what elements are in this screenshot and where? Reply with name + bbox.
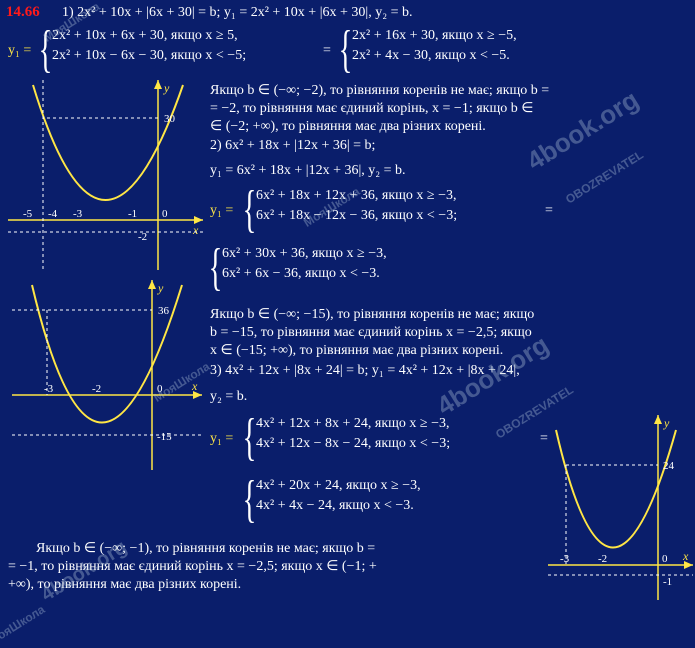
p1-brace2-r2: 2x² + 4x − 30, якщо x < −5.: [352, 48, 517, 64]
p3-brace2-r1: 4x² + 20x + 24, якщо x ≥ −3,: [256, 478, 421, 494]
svg-text:-5: -5: [23, 208, 33, 220]
p3-brace1-r2: 4x² + 12x − 8x − 24, якщо x < −3;: [256, 436, 450, 452]
p1-brace2: { 2x² + 16x + 30, якщо x ≥ −5, 2x² + 4x …: [340, 28, 517, 72]
p1-text2: = −2, то рівняння має єдиний корінь, x =…: [210, 100, 533, 118]
p1-eqmid: =: [323, 42, 331, 60]
p1-brace1-r2: 2x² + 10x − 6x − 30, якщо x < −5;: [52, 48, 246, 64]
p2-text2: b = −15, то рівняння має єдиний корінь x…: [210, 324, 532, 342]
p1-text3: ∈ (−2; +∞), то рівняння має два різних к…: [210, 118, 486, 136]
p3-eqmid: =: [540, 430, 548, 448]
svg-text:-4: -4: [48, 208, 58, 220]
p1-ylabel: y: [163, 81, 170, 95]
svg-text:-3: -3: [44, 383, 54, 395]
p3-brace2-r2: 4x² + 4x − 24, якщо x < −3.: [256, 498, 421, 514]
p1-xlabel: x: [192, 223, 199, 237]
p2-text1: Якщо b ∈ (−∞; −15), то рівняння коренів …: [210, 306, 534, 324]
svg-text:-2: -2: [598, 553, 607, 565]
svg-text:-1: -1: [663, 576, 672, 588]
p3-header: 3) 4x² + 12x + |8x + 24| = b; y₁ = 4x² +…: [210, 362, 520, 380]
p3-brace2: { 4x² + 20x + 24, якщо x ≥ −3, 4x² + 4x …: [244, 478, 421, 522]
p2-brace2-r1: 6x² + 30x + 36, якщо x ≥ −3,: [222, 246, 387, 262]
watermark: OBOZREVATEL: [563, 148, 646, 207]
p2-brace1: { 6x² + 18x + 12x + 36, якщо x ≥ −3, 6x²…: [244, 188, 457, 232]
svg-text:36: 36: [158, 305, 170, 317]
svg-text:-1: -1: [128, 208, 137, 220]
p3-y1-lead: y₁ =: [210, 430, 233, 448]
p3-text2: = −1, то рівняння має єдиний корінь x = …: [8, 558, 377, 576]
p1-yneg: -2: [138, 231, 147, 243]
svg-text:-3: -3: [560, 553, 570, 565]
p3-brace1: { 4x² + 12x + 8x + 24, якщо x ≥ −3, 4x² …: [244, 416, 450, 460]
svg-text:-15: -15: [157, 431, 172, 443]
svg-text:x: x: [191, 379, 198, 393]
svg-text:24: 24: [663, 460, 675, 472]
svg-text:0: 0: [162, 208, 168, 220]
p3-text3: +∞), то рівняння має два різних корені.: [8, 576, 241, 594]
p1-brace1-r1: 2x² + 10x + 6x + 30, якщо x ≥ 5,: [52, 28, 246, 44]
svg-text:y: y: [663, 416, 670, 430]
p2-brace1-r1: 6x² + 18x + 12x + 36, якщо x ≥ −3,: [256, 188, 457, 204]
p1-header: 1) 2x² + 10x + |6x + 30| = b; y₁ = 2x² +…: [62, 4, 412, 22]
p2-sub: y₁ = 6x² + 18x + |12x + 36|, y₂ = b.: [210, 162, 406, 180]
task-number: 14.66: [6, 4, 40, 21]
svg-text:-2: -2: [92, 383, 101, 395]
svg-text:-3: -3: [73, 208, 83, 220]
p2-brace1-r2: 6x² + 18x − 12x − 36, якщо x < −3;: [256, 208, 457, 224]
svg-text:y: y: [157, 281, 164, 295]
p1-y1-lead: y₁ =: [8, 42, 31, 60]
p2-header: 2) 6x² + 18x + |12x + 36| = b;: [210, 137, 375, 155]
p2-text3: x ∈ (−15; +∞), то рівняння має два різни…: [210, 342, 503, 360]
p2-brace2: { 6x² + 30x + 36, якщо x ≥ −3, 6x² + 6x …: [210, 246, 387, 290]
p2-y1-lead: y₁ =: [210, 202, 233, 220]
p1-text1: Якщо b ∈ (−∞; −2), то рівняння коренів н…: [210, 82, 549, 100]
p1-graph: x y 30 -5 -4 -3 -1 0 -2: [8, 80, 203, 270]
p3-sub: y₂ = b.: [210, 388, 247, 406]
p3-text1: Якщо b ∈ (−∞; −1), то рівняння коренів н…: [36, 540, 375, 558]
svg-text:0: 0: [662, 553, 668, 565]
p1-y30: 30: [164, 113, 176, 125]
p2-brace2-r2: 6x² + 6x − 36, якщо x < −3.: [222, 266, 387, 282]
p2-eqmid: =: [545, 202, 553, 220]
p3-brace1-r1: 4x² + 12x + 8x + 24, якщо x ≥ −3,: [256, 416, 450, 432]
p1-brace2-r1: 2x² + 16x + 30, якщо x ≥ −5,: [352, 28, 517, 44]
p2-graph: x y 36 -3 -2 0 -15: [12, 280, 202, 470]
svg-text:x: x: [682, 549, 689, 563]
p1-brace1: { 2x² + 10x + 6x + 30, якщо x ≥ 5, 2x² +…: [40, 28, 246, 72]
watermark: МояШкола: [0, 602, 47, 647]
p3-graph: x y 24 -3 -2 0 -1: [548, 415, 693, 600]
svg-text:0: 0: [157, 383, 163, 395]
